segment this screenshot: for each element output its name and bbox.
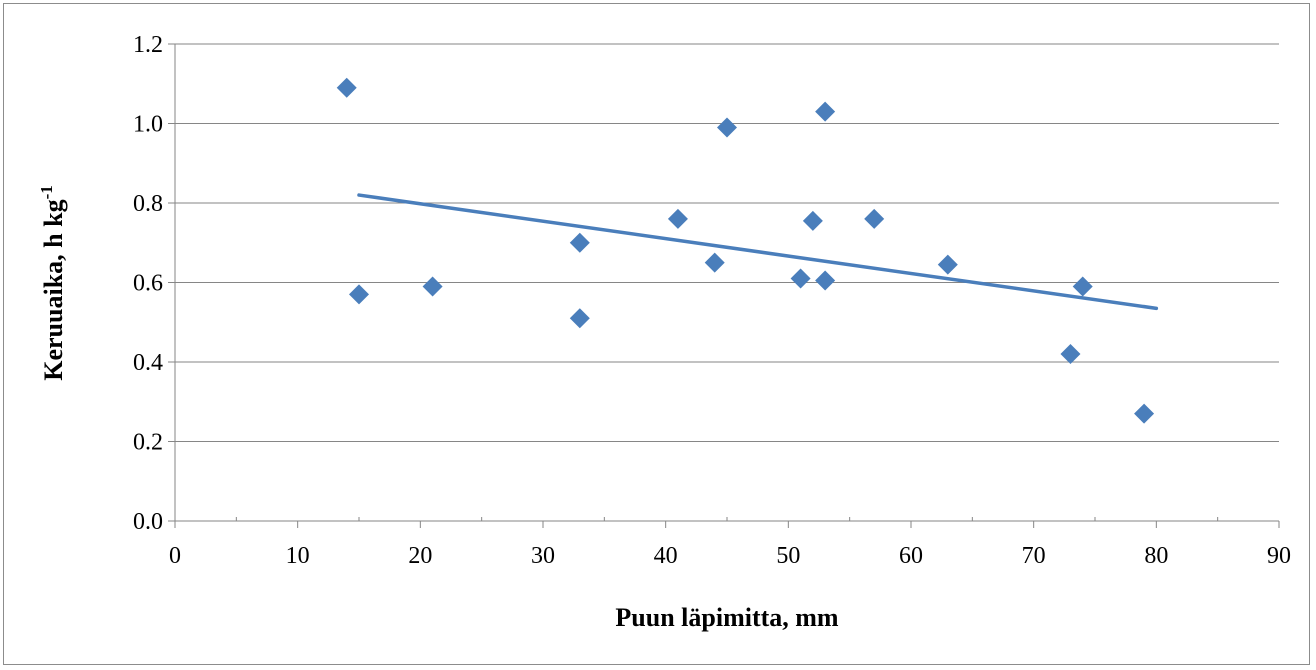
x-tick-label: 60 (899, 543, 923, 569)
chart-frame (3, 3, 1310, 665)
axes (168, 43, 1280, 528)
data-point-marker (815, 270, 836, 291)
y-tick-label: 0.4 (133, 350, 163, 376)
data-point-marker (1072, 276, 1093, 297)
data-point-marker (569, 308, 590, 329)
data-point-marker (864, 208, 885, 229)
y-tick-label: 0.2 (133, 430, 163, 456)
x-tick-label: 50 (776, 543, 800, 569)
y-axis-title-main: Keruuaika, h kg (39, 199, 68, 380)
data-point-marker (349, 284, 369, 305)
x-axis-title: Puun läpimitta, mm (615, 603, 839, 632)
data-point-marker (802, 210, 823, 231)
data-point-marker (422, 276, 443, 297)
x-tick-label: 70 (1022, 543, 1046, 569)
y-tick-label: 1.0 (133, 112, 163, 138)
gridlines (175, 43, 1279, 442)
data-point-marker (569, 232, 590, 253)
data-point-marker (667, 208, 688, 229)
x-tick-label: 90 (1267, 543, 1291, 569)
data-point-marker (336, 77, 357, 98)
data-point-marker (1060, 344, 1081, 365)
y-axis-title-superscript: -1 (37, 185, 56, 199)
x-tick-label: 80 (1144, 543, 1168, 569)
y-tick-label: 1.2 (133, 32, 163, 58)
trendline (357, 193, 1159, 311)
trendline-group (357, 193, 1159, 311)
x-tick-label: 0 (169, 543, 181, 569)
x-tick-label: 30 (531, 543, 555, 569)
y-tick-labels: 0.0 0.2 0.4 0.6 0.8 1.0 1.2 (133, 32, 163, 535)
data-point-marker (704, 252, 725, 273)
data-point-marker (790, 268, 811, 289)
x-tick-label: 20 (408, 543, 432, 569)
data-point-marker (815, 101, 836, 122)
y-tick-label: 0.0 (133, 509, 163, 535)
y-tick-label: 0.6 (133, 271, 163, 297)
y-axis-title: Keruuaika, h kg-1 (37, 185, 68, 381)
data-point-marker (1134, 403, 1155, 424)
x-tick-labels: 0 10 20 30 40 50 60 70 80 90 (169, 543, 1291, 569)
x-tick-label: 40 (654, 543, 678, 569)
data-points (336, 77, 1155, 424)
data-point-marker (937, 254, 958, 275)
x-tick-label: 10 (286, 543, 310, 569)
data-point-marker (717, 117, 737, 138)
y-tick-label: 0.8 (133, 191, 163, 217)
